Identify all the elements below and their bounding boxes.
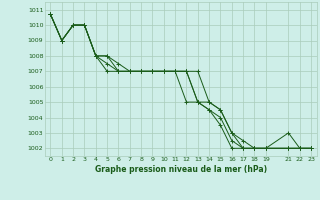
X-axis label: Graphe pression niveau de la mer (hPa): Graphe pression niveau de la mer (hPa) — [95, 165, 267, 174]
